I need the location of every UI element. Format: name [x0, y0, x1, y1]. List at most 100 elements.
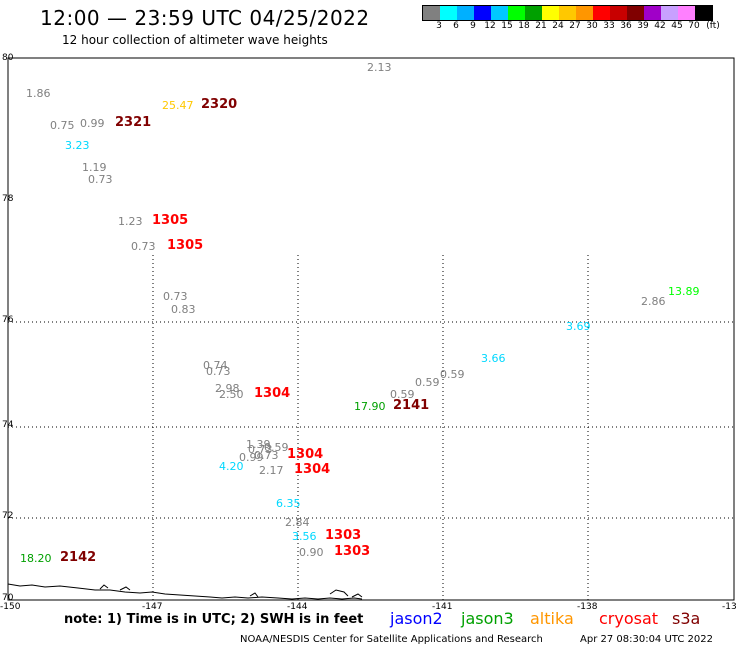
pass-time-label: 1303 [334, 544, 371, 559]
colorbar-swatch [457, 6, 474, 20]
map-border [7, 57, 735, 601]
colorbar-swatch [508, 6, 525, 20]
colorbar-tick-label: 42 [654, 21, 666, 31]
wave-height-label: 1.19 [82, 161, 107, 174]
pass-time-label: 1305 [152, 213, 189, 228]
lat-label-74: 74 [2, 420, 14, 430]
colorbar-swatch [610, 6, 627, 20]
wave-height-label: 2.86 [641, 295, 666, 308]
colorbar-tick-label: 21 [535, 21, 547, 31]
lat-label-76: 76 [2, 315, 14, 325]
pass-time-label: 1303 [325, 528, 362, 543]
colorbar-swatch [440, 6, 457, 20]
wave-height-label: 3.69 [566, 320, 591, 333]
lon-label-150: -150 [0, 602, 21, 612]
pass-time-label: 2321 [115, 115, 152, 130]
lat-label-70: 70 [2, 593, 14, 603]
chart-title: 12:00 — 23:59 UTC 04/25/2022 [40, 6, 370, 30]
colorbar-swatch [542, 6, 559, 20]
colorbar-tick-label: 39 [637, 21, 649, 31]
colorbar-swatch [661, 6, 678, 20]
wave-height-label: 0.59 [440, 368, 465, 381]
wave-height-label: 1.23 [118, 215, 143, 228]
wave-height-label: 0.83 [171, 303, 196, 316]
wave-height-label: 3.23 [65, 139, 90, 152]
pass-time-label: 1304 [254, 386, 291, 401]
wave-height-label: 13.89 [668, 285, 700, 298]
wave-height-label: 0.73 [248, 443, 273, 456]
wave-height-label: 2.17 [259, 464, 284, 477]
wave-height-label: 25.47 [162, 99, 194, 112]
wave-height-label: 4.20 [219, 460, 244, 473]
wave-height-label: 0.73 [88, 173, 113, 186]
pass-time-label: 2141 [393, 398, 430, 413]
wave-height-label: 2.50 [219, 388, 244, 401]
wave-height-label: 0.59 [390, 388, 415, 401]
colorbar-tick-label: 9 [470, 21, 476, 31]
satellite-label-jason3: jason3 [461, 609, 514, 628]
colorbar-legend [422, 5, 713, 21]
lon-label-138: -138 [577, 602, 598, 612]
lat-label-78: 78 [2, 194, 14, 204]
colorbar-tick-label: 45 [671, 21, 683, 31]
wave-height-label: 0.74 [203, 359, 228, 372]
wave-height-label: 0.75 [50, 119, 75, 132]
wave-height-label: 0.59 [264, 441, 289, 454]
wave-height-label: 6.35 [276, 497, 301, 510]
colorbar-swatch [491, 6, 508, 20]
satellite-label-s3a: s3a [672, 609, 701, 628]
colorbar-tick-label: 12 [484, 21, 496, 31]
wave-height-label: 2.13 [367, 61, 392, 74]
colorbar-swatch [627, 6, 644, 20]
colorbar-swatch [559, 6, 576, 20]
lon-label-135: -13 [722, 602, 737, 612]
colorbar-swatch [474, 6, 491, 20]
colorbar-labels: 3 6 9 12 15 18 21 24 27 30 33 36 39 42 45 70 (ft) [422, 21, 740, 33]
colorbar-swatch [695, 6, 712, 20]
pass-time-label: 1305 [167, 238, 204, 253]
colorbar-tick-label: 15 [501, 21, 513, 31]
colorbar-swatch [423, 6, 440, 20]
footer-note: note: 1) Time is in UTC; 2) SWH is in fe… [64, 612, 364, 627]
colorbar-swatch [644, 6, 661, 20]
colorbar-tick-label: 3 [436, 21, 442, 31]
wave-height-label: 0.73 [206, 365, 231, 378]
pass-time-label: 1304 [294, 462, 331, 477]
wave-height-label: 1.39 [246, 438, 271, 451]
wave-height-label: 0.73 [254, 449, 279, 462]
lon-label-141: -141 [432, 602, 453, 612]
chart-subtitle: 12 hour collection of altimeter wave hei… [62, 33, 328, 47]
satellite-label-cryosat: cryosat [599, 609, 659, 628]
wave-height-label: 2.84 [285, 516, 310, 529]
wave-height-label: 0.73 [163, 290, 188, 303]
colorbar-tick-label: 27 [569, 21, 581, 31]
colorbar-swatch [678, 6, 695, 20]
colorbar-tick-label: 70 [688, 21, 700, 31]
graticule [8, 255, 734, 600]
wave-height-label: 0.90 [299, 546, 324, 559]
pass-time-label: 1304 [287, 447, 324, 462]
wave-height-label: 0.99 [80, 117, 105, 130]
colorbar-tick-label: 18 [518, 21, 530, 31]
colorbar-tick-label: 24 [552, 21, 564, 31]
wave-height-label: 3.56 [292, 530, 317, 543]
wave-height-label: 18.20 [20, 552, 52, 565]
pass-time-label: 2142 [60, 550, 97, 565]
colorbar-tick-label: 30 [586, 21, 598, 31]
wave-height-label: 0.99 [239, 451, 264, 464]
generation-timestamp: Apr 27 08:30:04 UTC 2022 [580, 634, 713, 645]
lon-label-144: -144 [287, 602, 308, 612]
satellite-label-jason2: jason2 [390, 609, 443, 628]
lat-label-72: 72 [2, 511, 14, 521]
wave-height-label: 2.98 [215, 382, 240, 395]
colorbar-tick-label: (ft) [706, 21, 720, 31]
wave-height-label: 1.86 [26, 87, 51, 100]
colorbar-swatch [593, 6, 610, 20]
colorbar-tick-label: 6 [453, 21, 459, 31]
credit-line: NOAA/NESDIS Center for Satellite Applica… [240, 634, 543, 645]
colorbar-swatch [576, 6, 593, 20]
coastline [7, 583, 363, 600]
lon-label-147: -147 [142, 602, 163, 612]
lat-label-80: 80 [2, 53, 14, 63]
